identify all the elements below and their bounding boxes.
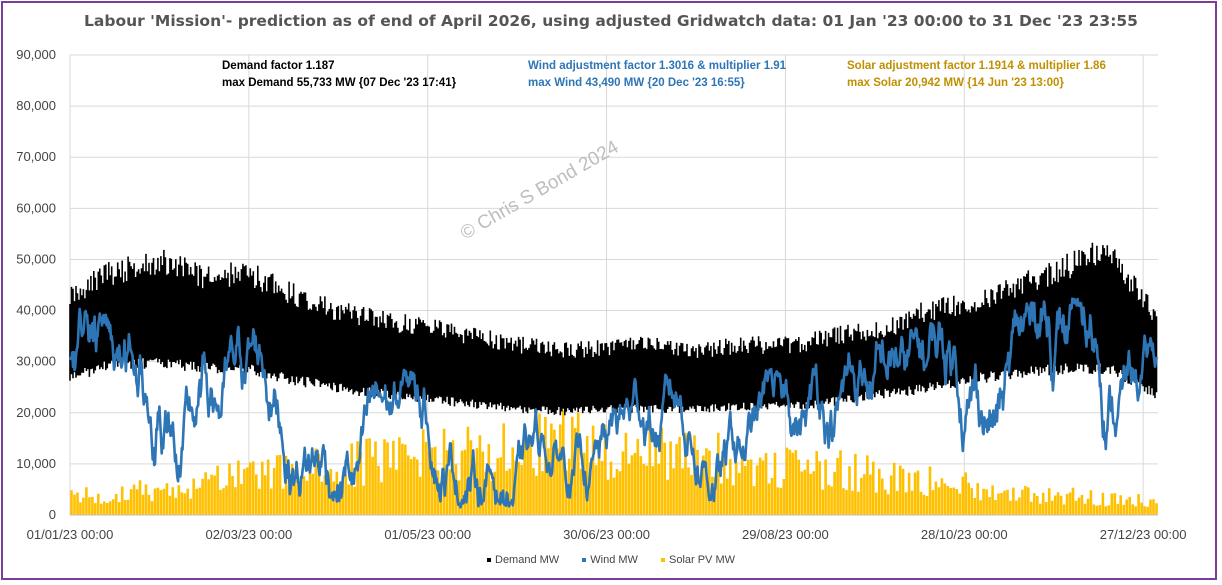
wind-annotation-line-2: max Wind 43,490 MW {20 Dec '23 16:55} [528, 77, 745, 89]
legend-marker-wind [582, 558, 587, 563]
legend-marker-demand [487, 558, 491, 563]
y-tick-label: 50,000 [16, 251, 56, 266]
x-tick-label: 29/08/23 00:00 [742, 527, 829, 542]
x-tick-label: 01/01/23 00:00 [27, 527, 114, 542]
solar-marks [70, 410, 1158, 515]
demand-series [69, 242, 1158, 416]
legend-marker-solar [660, 558, 665, 563]
y-tick-label: 20,000 [16, 405, 56, 420]
x-tick-label: 02/03/23 00:00 [205, 527, 292, 542]
axes: 0 10,000 20,000 30,000 40,000 50,000 60,000 70,… [16, 47, 1186, 542]
y-tick-label: 10,000 [16, 456, 56, 471]
legend-label-solar: Solar PV MW [668, 554, 735, 566]
x-tick-label: 27/12/23 00:00 [1100, 527, 1187, 542]
y-tick-label: 60,000 [16, 200, 56, 215]
x-tick-label: 28/10/23 00:00 [921, 527, 1008, 542]
solar-annotation-line-1: Solar adjustment factor 1.1914 & multipl… [847, 60, 1106, 72]
y-tick-label: 0 [49, 507, 56, 522]
demand-annotation: Demand factor 1.187 max Demand 55,733 MW… [222, 60, 457, 89]
solar-annotation-line-2: max Solar 20,942 MW {14 Jun '23 13:00} [847, 77, 1064, 89]
y-tick-label: 90,000 [16, 47, 56, 62]
y-tick-label: 70,000 [16, 149, 56, 164]
solar-annotation: Solar adjustment factor 1.1914 & multipl… [847, 60, 1106, 89]
wind-series [68, 297, 1159, 509]
y-tick-label: 40,000 [16, 303, 56, 318]
wind-annotation: Wind adjustment factor 1.3016 & multipli… [528, 60, 787, 89]
legend-entry-solar: Solar PV MW [660, 554, 735, 566]
wind-marks [68, 297, 1159, 509]
legend-entry-wind: Wind MW [582, 554, 638, 566]
demand-marks [69, 242, 1158, 416]
wind-annotation-line-1: Wind adjustment factor 1.3016 & multipli… [528, 60, 787, 72]
y-tick-label: 30,000 [16, 354, 56, 369]
x-tick-label: 30/06/23 00:00 [563, 527, 650, 542]
x-tick-label: 01/05/23 00:00 [384, 527, 471, 542]
legend: Demand MW Wind MW Solar PV MW [0, 554, 1222, 566]
legend-label-demand: Demand MW [495, 554, 560, 566]
watermark-text: © Chris S Bond 2024 [457, 137, 623, 245]
legend-label-wind: Wind MW [590, 554, 638, 566]
solar-series [70, 410, 1158, 515]
legend-entry-demand: Demand MW [487, 554, 559, 566]
chart-title: Labour 'Mission'- prediction as of end o… [84, 12, 1138, 30]
demand-annotation-line-2: max Demand 55,733 MW {07 Dec '23 17:41} [222, 77, 457, 89]
y-tick-label: 80,000 [16, 98, 56, 113]
demand-annotation-line-1: Demand factor 1.187 [222, 60, 335, 72]
